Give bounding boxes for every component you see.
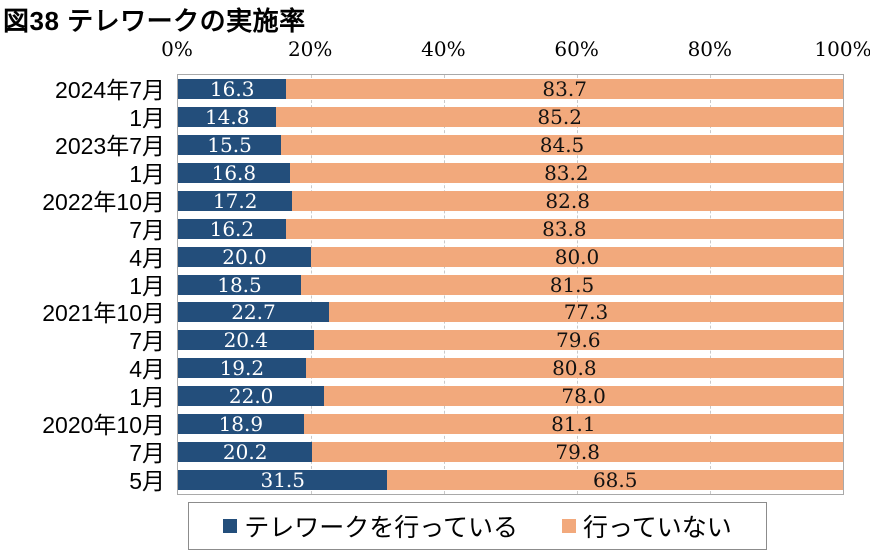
bar-segment-no-telework: 84.5	[281, 134, 843, 155]
y-axis-category-label: 1月	[129, 160, 165, 187]
bar-row: 18.9 81.1	[178, 414, 843, 435]
legend-swatch-telework	[223, 519, 238, 533]
bar-segment-telework: 17.2	[178, 190, 293, 211]
x-tick-label: 0%	[161, 37, 193, 61]
legend-swatch-no-telework	[562, 519, 576, 533]
bar-row: 19.2 80.8	[178, 358, 843, 379]
y-axis-category-label: 1月	[129, 104, 165, 131]
bar-segment-no-telework: 83.7	[286, 78, 843, 99]
y-axis-category-label: 2024年7月	[55, 76, 165, 103]
legend-label-no-telework: 行っていない	[583, 514, 732, 542]
y-axis-category-label: 2021年10月	[42, 300, 165, 327]
bar-segment-no-telework: 81.5	[301, 274, 843, 295]
bar-row: 31.5 68.5	[178, 470, 843, 491]
chart-title: 図38 テレワークの実施率	[3, 6, 306, 36]
bar-segment-telework: 18.9	[178, 414, 304, 435]
y-axis-category-label: 1月	[129, 384, 165, 411]
y-axis-category-label: 7月	[129, 216, 165, 243]
bar-segment-no-telework: 81.1	[303, 414, 843, 435]
y-axis-category-label: 4月	[129, 356, 165, 383]
bar-segment-no-telework: 85.2	[276, 106, 843, 127]
bar-segment-telework: 20.0	[178, 246, 311, 267]
bar-row: 20.4 79.6	[178, 330, 843, 351]
bar-segment-no-telework: 82.8	[292, 190, 843, 211]
bar-segment-no-telework: 83.2	[289, 162, 843, 183]
bar-segment-telework: 19.2	[178, 358, 306, 379]
y-axis-category-label: 5月	[129, 468, 165, 495]
bar-segment-telework: 18.5	[178, 274, 302, 295]
bar-row: 22.0 78.0	[178, 386, 843, 407]
legend-item-telework: テレワークを行っている	[223, 508, 518, 544]
bar-row: 18.5 81.5	[178, 274, 843, 295]
bar-segment-no-telework: 68.5	[387, 470, 843, 491]
y-axis-category-label: 2020年10月	[42, 412, 165, 439]
bar-segment-telework: 31.5	[178, 470, 388, 491]
legend-label-telework: テレワークを行っている	[244, 514, 518, 542]
bar-segment-telework: 22.7	[178, 302, 329, 323]
bar-segment-no-telework: 79.8	[312, 442, 843, 463]
bar-row: 20.0 80.0	[178, 246, 843, 267]
legend-item-no-telework: 行っていない	[562, 508, 732, 544]
bar-segment-telework: 22.0	[178, 386, 325, 407]
y-axis-category-label: 2022年10月	[42, 188, 165, 215]
y-axis-labels: 2024年7月 1月 2023年7月 1月 2022年10月 7月 4月 1月 2021年10月…	[0, 74, 165, 495]
bar-segment-telework: 14.8	[178, 106, 277, 127]
bar-segment-telework: 20.4	[178, 330, 314, 351]
bar-segment-no-telework: 80.0	[311, 246, 843, 267]
bar-row: 20.2 79.8	[178, 442, 843, 463]
x-tick-label: 60%	[554, 37, 599, 61]
y-axis-category-label: 7月	[129, 328, 165, 355]
bar-row: 17.2 82.8	[178, 190, 843, 211]
x-axis: 0% 20% 40% 60% 80% 100%	[161, 37, 870, 63]
bar-row: 15.5 84.5	[178, 134, 843, 155]
bar-row: 22.7 77.3	[178, 302, 843, 323]
legend: テレワークを行っている 行っていない	[188, 502, 767, 550]
bar-segment-telework: 20.2	[178, 442, 313, 463]
x-tick-label: 80%	[687, 37, 733, 61]
x-tick-label: 20%	[287, 37, 333, 61]
x-tick-label: 40%	[421, 37, 466, 61]
bar-segment-telework: 15.5	[178, 134, 282, 155]
bar-segment-no-telework: 79.6	[313, 330, 843, 351]
y-axis-category-label: 7月	[129, 440, 165, 467]
bar-segment-telework: 16.2	[178, 218, 286, 239]
bar-segment-no-telework: 83.8	[285, 218, 843, 239]
bar-row: 16.8 83.2	[178, 162, 843, 183]
y-axis-category-label: 2023年7月	[55, 132, 165, 159]
y-axis-category-label: 1月	[129, 272, 165, 299]
bar-segment-no-telework: 78.0	[324, 386, 843, 407]
bar-row: 14.8 85.2	[178, 106, 843, 127]
bar-segment-telework: 16.8	[178, 162, 290, 183]
bar-segment-no-telework: 77.3	[328, 302, 843, 323]
plot-area: 16.3 83.7 14.8 85.2 15.5 84.5 16.8 83.2 17.2 82.8…	[177, 74, 844, 495]
bar-segment-no-telework: 80.8	[305, 358, 843, 379]
y-axis-category-label: 4月	[129, 244, 165, 271]
bar-row: 16.3 83.7	[178, 78, 843, 99]
x-tick-label: 100%	[814, 37, 870, 61]
bar-row: 16.2 83.8	[178, 218, 843, 239]
bar-segment-telework: 16.3	[178, 78, 287, 99]
